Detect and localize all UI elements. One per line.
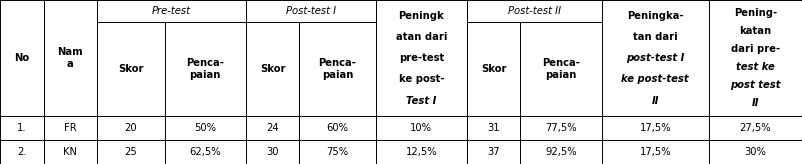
Bar — [0, 0, 43, 116]
Text: 75%: 75% — [326, 147, 349, 157]
Text: 37: 37 — [488, 147, 500, 157]
Text: Test I: Test I — [406, 96, 436, 106]
Bar — [467, 140, 520, 164]
Bar — [0, 116, 43, 140]
Text: post test: post test — [730, 80, 780, 90]
Text: 50%: 50% — [194, 123, 217, 133]
Text: tan dari: tan dari — [633, 32, 678, 42]
Text: Skor: Skor — [118, 64, 144, 74]
Text: 20: 20 — [124, 123, 137, 133]
Bar — [43, 116, 97, 140]
Bar — [0, 140, 43, 164]
Text: 17,5%: 17,5% — [639, 147, 671, 157]
Text: Post-test II: Post-test II — [508, 6, 561, 16]
Text: Skor: Skor — [260, 64, 286, 74]
Bar — [164, 116, 246, 140]
Bar — [299, 22, 375, 116]
Bar — [467, 0, 602, 22]
Text: 2.: 2. — [17, 147, 26, 157]
Text: II: II — [751, 98, 759, 108]
Text: KN: KN — [63, 147, 77, 157]
Bar — [520, 116, 602, 140]
Text: katan: katan — [739, 26, 772, 36]
Text: 27,5%: 27,5% — [739, 123, 772, 133]
Bar — [467, 116, 520, 140]
Bar — [97, 22, 164, 116]
Bar — [299, 116, 375, 140]
Bar — [602, 116, 709, 140]
Text: 92,5%: 92,5% — [545, 147, 577, 157]
Text: 1.: 1. — [17, 123, 26, 133]
Bar — [164, 140, 246, 164]
Text: Pening-: Pening- — [734, 8, 777, 18]
Text: Skor: Skor — [481, 64, 506, 74]
Text: Penca-
paian: Penca- paian — [542, 59, 580, 80]
Text: 30: 30 — [266, 147, 279, 157]
Text: dari pre-: dari pre- — [731, 44, 780, 54]
Bar — [246, 116, 299, 140]
Text: 62,5%: 62,5% — [189, 147, 221, 157]
Text: Penca-
paian: Penca- paian — [318, 59, 357, 80]
Text: post-test I: post-test I — [626, 53, 684, 63]
Text: 25: 25 — [124, 147, 137, 157]
Bar — [43, 0, 97, 116]
Text: 10%: 10% — [411, 123, 432, 133]
Bar — [602, 0, 709, 116]
Text: Nam
a: Nam a — [58, 47, 83, 69]
Text: 60%: 60% — [326, 123, 349, 133]
Bar — [709, 116, 802, 140]
Text: test ke: test ke — [736, 62, 775, 72]
Bar — [375, 0, 467, 116]
Bar — [97, 0, 246, 22]
Text: No: No — [14, 53, 30, 63]
Text: Post-test I: Post-test I — [286, 6, 336, 16]
Bar — [97, 140, 164, 164]
Bar — [709, 0, 802, 116]
Bar — [299, 140, 375, 164]
Text: pre-test: pre-test — [399, 53, 444, 63]
Text: 24: 24 — [266, 123, 279, 133]
Text: Peningka-: Peningka- — [627, 11, 683, 21]
Text: Pre-test: Pre-test — [152, 6, 191, 16]
Bar — [520, 140, 602, 164]
Bar — [246, 22, 299, 116]
Bar — [602, 140, 709, 164]
Text: 30%: 30% — [744, 147, 767, 157]
Text: 77,5%: 77,5% — [545, 123, 577, 133]
Text: FR: FR — [64, 123, 77, 133]
Bar — [164, 22, 246, 116]
Bar — [43, 140, 97, 164]
Bar — [246, 140, 299, 164]
Text: Peningk: Peningk — [399, 11, 444, 21]
Text: II: II — [651, 96, 659, 106]
Bar — [520, 22, 602, 116]
Bar — [467, 22, 520, 116]
Text: ke post-test: ke post-test — [622, 74, 689, 84]
Text: ke post-: ke post- — [399, 74, 444, 84]
Text: 12,5%: 12,5% — [406, 147, 437, 157]
Bar — [246, 0, 375, 22]
Text: Penca-
paian: Penca- paian — [186, 59, 224, 80]
Bar — [709, 140, 802, 164]
Text: 17,5%: 17,5% — [639, 123, 671, 133]
Bar — [97, 116, 164, 140]
Text: 31: 31 — [488, 123, 500, 133]
Bar — [375, 140, 467, 164]
Text: atan dari: atan dari — [395, 32, 447, 42]
Bar — [375, 116, 467, 140]
